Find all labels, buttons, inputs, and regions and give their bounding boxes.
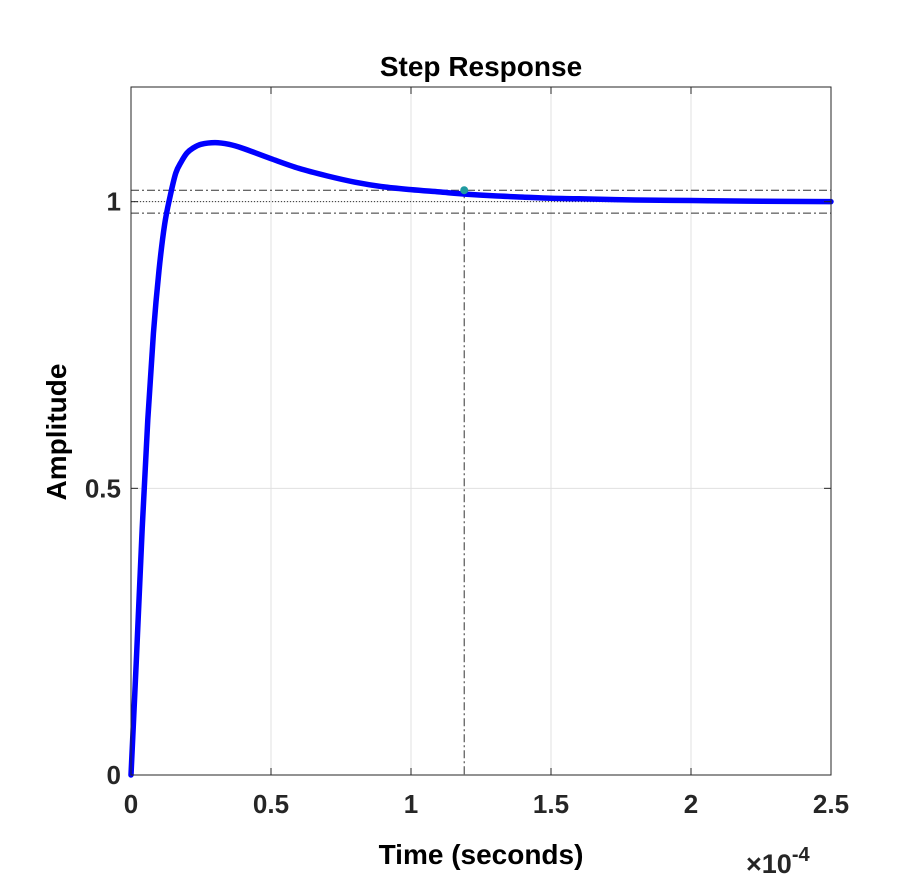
settling-time-marker[interactable]	[460, 186, 469, 195]
x-tick-label: 2.5	[813, 789, 849, 819]
axes-box	[130, 86, 832, 776]
axis-ticks: 0 0.5 1 1.5 2 2.5 0 0.5 1	[85, 87, 849, 819]
x-tick-label: 0	[124, 789, 138, 819]
x-tick-label: 1.5	[533, 789, 569, 819]
x-tick-label: 2	[684, 789, 698, 819]
y-tick-label: 0	[107, 760, 121, 790]
y-tick-label: 1	[107, 187, 121, 217]
x-tick-label: 0.5	[253, 789, 289, 819]
x-exponent-label: ×10-4	[746, 844, 810, 874]
series-line	[128, 139, 834, 778]
settling-guides	[131, 189, 831, 775]
x-axis-label: Time (seconds)	[379, 839, 584, 870]
y-axis-label: Amplitude	[41, 364, 72, 501]
chart-title: Step Response	[380, 51, 582, 82]
y-tick-label: 0.5	[85, 473, 121, 503]
x-tick-label: 1	[404, 789, 418, 819]
